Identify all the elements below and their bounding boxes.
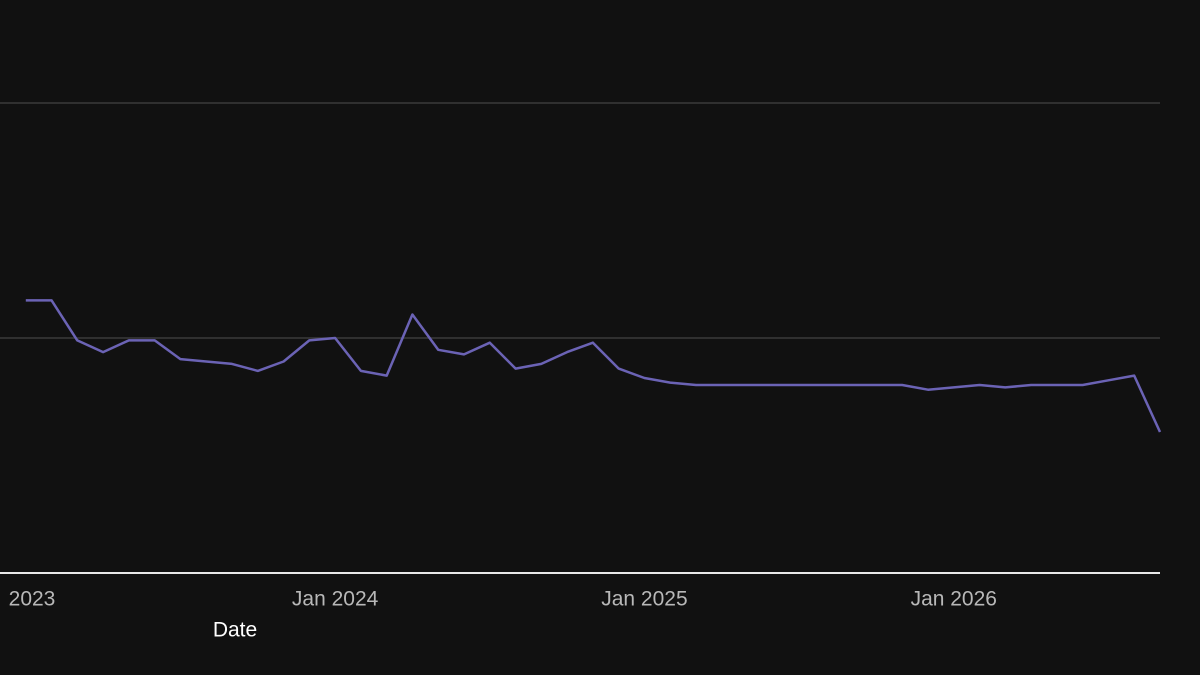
x-tick-label: Jan 2026: [911, 588, 997, 611]
x-tick-label: Jan 2025: [601, 588, 687, 611]
data-line: [25, 299, 1162, 433]
x-tick-label: 2023: [9, 588, 56, 611]
x-axis-title: Date: [213, 619, 257, 642]
x-tick-label: Jan 2024: [292, 588, 379, 611]
